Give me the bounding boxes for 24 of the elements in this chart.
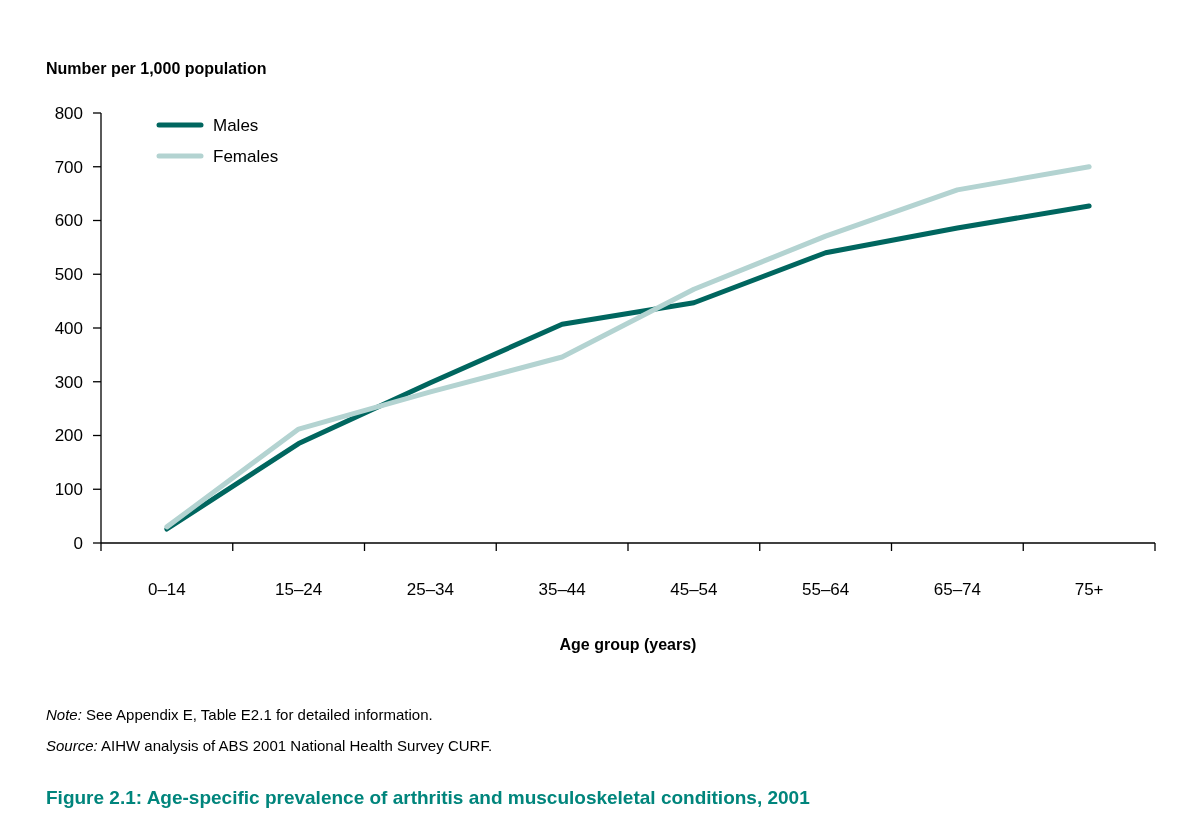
x-tick-label: 0–14 — [147, 580, 186, 599]
y-tick-label: 0 — [73, 533, 83, 553]
legend-label: Females — [213, 146, 279, 166]
x-tick-label: 65–74 — [933, 580, 982, 599]
y-tick-label: 500 — [54, 265, 83, 285]
x-axis-title: Age group (years) — [559, 636, 697, 653]
y-tick-label: 300 — [54, 372, 83, 392]
source-note: Source: AIHW analysis of ABS 2001 National Health Survey CURF. — [46, 737, 493, 754]
y-tick-label: 400 — [54, 318, 83, 338]
y-axis-title: Number per 1,000 population — [46, 60, 267, 77]
legend-label: Males — [213, 115, 259, 135]
x-tick-label: 15–24 — [274, 580, 323, 599]
y-tick-label: 200 — [54, 426, 83, 446]
y-tick-label: 800 — [54, 103, 83, 123]
x-tick-label: 75+ — [1074, 580, 1104, 599]
text: Note: See Appendix E, Table E2.1 for detailed information. — [46, 706, 433, 723]
y-tick-label: 700 — [54, 157, 83, 177]
y-tick-label: 100 — [54, 480, 83, 500]
x-tick-label: 35–44 — [538, 580, 586, 599]
y-tick-label: 600 — [54, 211, 83, 231]
x-tick-label: 45–54 — [670, 580, 718, 599]
x-tick-label: 55–64 — [801, 580, 850, 599]
text: Figure 2.1: Age-specific prevalence of arthritis and musculoskeletal conditions, 2001 — [46, 787, 811, 808]
x-tick-label: 25–34 — [406, 580, 455, 599]
